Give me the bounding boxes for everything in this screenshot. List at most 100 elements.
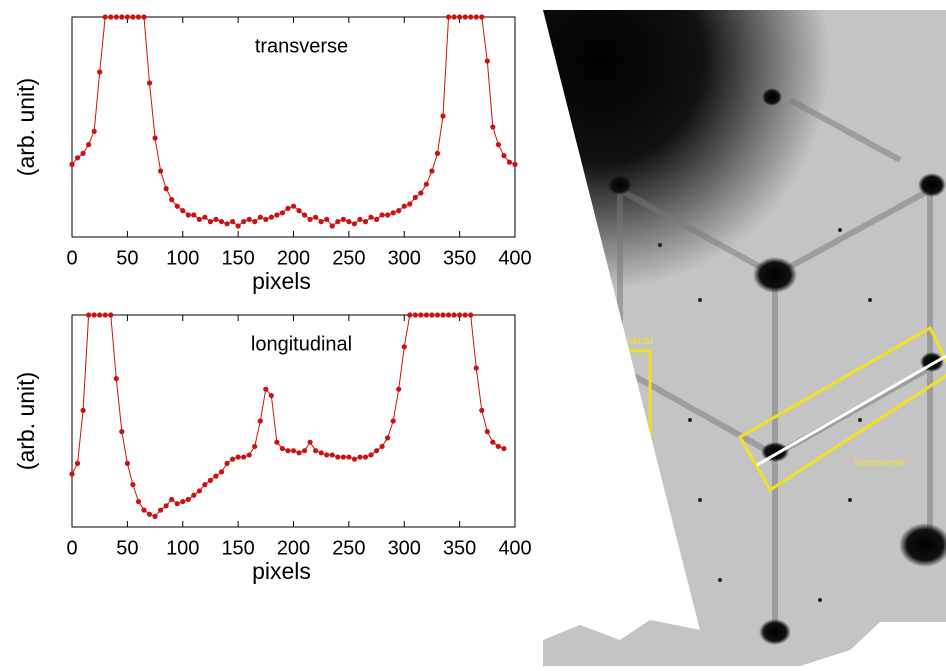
- x-tick-label: 350: [443, 537, 476, 559]
- data-point: [229, 219, 236, 225]
- data-point: [97, 69, 103, 75]
- data-point: [301, 212, 308, 218]
- x-tick-label: 100: [166, 537, 199, 559]
- data-point: [74, 460, 81, 466]
- data-point: [124, 14, 130, 20]
- data-point: [407, 201, 413, 207]
- annotation: longitudinal: [251, 333, 352, 355]
- data-point: [324, 216, 330, 222]
- x-tick-label: 350: [443, 247, 476, 269]
- data-point: [268, 392, 274, 399]
- y-axis-label: (arb. unit): [13, 372, 39, 470]
- data-point: [80, 150, 86, 156]
- data-point: [263, 386, 269, 392]
- data-point: [213, 473, 219, 479]
- data-point: [357, 454, 363, 460]
- data-point: [462, 14, 468, 20]
- x-tick-label: 50: [116, 537, 138, 559]
- data-point: [158, 168, 164, 174]
- data-point: [324, 452, 330, 458]
- data-point: [490, 439, 496, 445]
- data-point: [401, 344, 407, 350]
- data-point: [246, 216, 252, 222]
- x-tick-label: 200: [277, 247, 310, 269]
- data-point: [163, 186, 169, 192]
- data-point: [495, 142, 501, 148]
- data-point: [130, 14, 136, 20]
- data-point: [385, 212, 391, 218]
- data-point: [468, 312, 474, 318]
- data-point: [457, 14, 463, 20]
- data-point: [252, 219, 258, 225]
- data-point: [119, 429, 125, 435]
- data-point: [457, 312, 463, 318]
- data-point: [412, 194, 418, 200]
- data-point: [445, 14, 452, 20]
- data-point: [213, 216, 219, 222]
- data-point: [174, 501, 180, 507]
- data-point: [407, 312, 413, 318]
- data-point: [418, 190, 424, 196]
- data-point: [285, 205, 291, 211]
- data-point: [451, 14, 457, 20]
- data-point: [86, 312, 92, 318]
- data-point: [473, 14, 479, 20]
- data-point: [512, 161, 518, 167]
- data-point: [113, 376, 119, 382]
- data-point: [235, 454, 241, 460]
- data-point: [146, 511, 153, 517]
- data-point: [218, 219, 225, 225]
- data-point: [196, 488, 202, 494]
- x-tick-label: 300: [388, 247, 421, 269]
- data-point: [279, 445, 286, 452]
- data-point: [185, 212, 191, 218]
- data-point: [346, 219, 352, 225]
- x-tick-label: 250: [332, 537, 365, 559]
- data-point: [102, 312, 108, 318]
- data-point: [185, 496, 191, 503]
- data-point: [484, 429, 490, 435]
- data-point: [290, 448, 297, 454]
- data-point: [473, 365, 479, 371]
- data-point: [113, 14, 119, 20]
- data-point: [91, 128, 97, 134]
- data-point: [102, 14, 108, 20]
- data-point: [434, 150, 441, 156]
- data-point: [346, 454, 352, 460]
- data-point: [313, 448, 319, 454]
- data-point: [241, 219, 247, 225]
- data-point: [141, 507, 147, 513]
- data-point: [357, 216, 363, 222]
- data-point: [340, 216, 346, 222]
- data-point: [329, 223, 335, 229]
- data-point: [191, 212, 197, 218]
- data-point: [91, 312, 97, 318]
- data-point: [108, 14, 114, 20]
- annotation: transverse: [255, 35, 348, 57]
- data-point: [390, 210, 396, 216]
- data-point: [445, 312, 452, 318]
- data-point: [218, 469, 225, 475]
- data-point: [479, 407, 485, 413]
- data-point: [351, 456, 358, 462]
- data-point: [69, 161, 75, 167]
- data-point: [506, 159, 513, 165]
- data-point: [180, 498, 186, 505]
- x-tick-label: 200: [277, 537, 310, 559]
- x-tick-label: 150: [221, 537, 254, 559]
- x-tick-label: 300: [388, 537, 421, 559]
- data-point: [229, 456, 236, 462]
- x-tick-label: 400: [498, 247, 531, 269]
- data-point: [169, 197, 175, 203]
- data-point: [484, 58, 490, 64]
- data-point: [74, 155, 81, 161]
- data-point: [207, 219, 214, 225]
- data-point: [274, 439, 280, 445]
- x-tick-label: 0: [66, 247, 77, 269]
- data-point: [362, 454, 369, 460]
- data-point: [202, 482, 208, 488]
- data-point: [174, 203, 180, 209]
- data-point: [97, 312, 103, 318]
- data-point: [246, 452, 252, 458]
- data-point: [241, 454, 247, 460]
